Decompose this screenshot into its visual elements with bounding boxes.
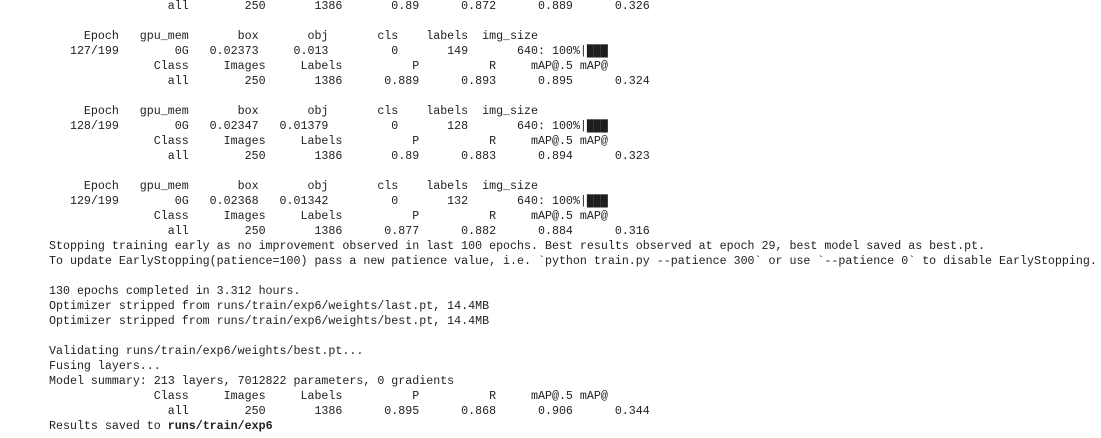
output-line: Class Images Labels P R mAP@.5 mAP@ xyxy=(49,60,608,73)
output-line: Fusing layers... xyxy=(49,360,168,373)
output-block: Epoch gpu_mem box obj cls labels img_siz… xyxy=(49,179,1101,269)
output-line: 128/199 0G 0.02347 0.01379 0 128 640: 10… xyxy=(49,120,608,133)
output-block: Epoch gpu_mem box obj cls labels img_siz… xyxy=(49,104,1101,164)
results-line: Results saved to runs/train/exp6 xyxy=(49,419,1101,434)
output-line: Optimizer stripped from runs/train/exp6/… xyxy=(49,300,490,313)
results-text: Results saved to xyxy=(49,420,168,433)
output-line: 127/199 0G 0.02373 0.013 0 149 640: 100%… xyxy=(49,45,608,58)
output-line: Validating runs/train/exp6/weights/best.… xyxy=(49,345,364,358)
output-line: 129/199 0G 0.02368 0.01342 0 132 640: 10… xyxy=(49,195,608,208)
output-line: Epoch gpu_mem box obj cls labels img_siz… xyxy=(49,30,538,43)
output-line: Class Images Labels P R mAP@.5 mAP@ xyxy=(49,390,608,403)
output-line: Epoch gpu_mem box obj cls labels img_siz… xyxy=(49,105,538,118)
output-line: Model summary: 213 layers, 7012822 param… xyxy=(49,375,455,388)
results-path: runs/train/exp6 xyxy=(167,420,273,433)
output-line: 130 epochs completed in 3.312 hours. xyxy=(49,285,301,298)
output-block: Epoch gpu_mem box obj cls labels img_siz… xyxy=(49,29,1101,89)
output-line: Stopping training early as no improvemen… xyxy=(49,240,986,253)
output-line: all 250 1386 0.895 0.868 0.906 0.344 xyxy=(49,405,650,418)
output-line: Class Images Labels P R mAP@.5 mAP@ xyxy=(49,135,608,148)
output-line: To update EarlyStopping(patience=100) pa… xyxy=(49,255,1097,268)
output-line: Class Images Labels P R mAP@.5 mAP@ xyxy=(49,210,608,223)
output-block: all 250 1386 0.89 0.872 0.889 0.326 xyxy=(49,0,1101,14)
output-line: all 250 1386 0.89 0.872 0.889 0.326 xyxy=(49,0,650,13)
output-line: all 250 1386 0.889 0.893 0.895 0.324 xyxy=(49,75,650,88)
output-block: Validating runs/train/exp6/weights/best.… xyxy=(49,344,1101,434)
output-line: Epoch gpu_mem box obj cls labels img_siz… xyxy=(49,180,538,193)
output-line: all 250 1386 0.877 0.882 0.884 0.316 xyxy=(49,225,650,238)
output-block: 130 epochs completed in 3.312 hours. Opti… xyxy=(49,284,1101,329)
output-line: Optimizer stripped from runs/train/exp6/… xyxy=(49,315,490,328)
output-line: all 250 1386 0.89 0.883 0.894 0.323 xyxy=(49,150,650,163)
